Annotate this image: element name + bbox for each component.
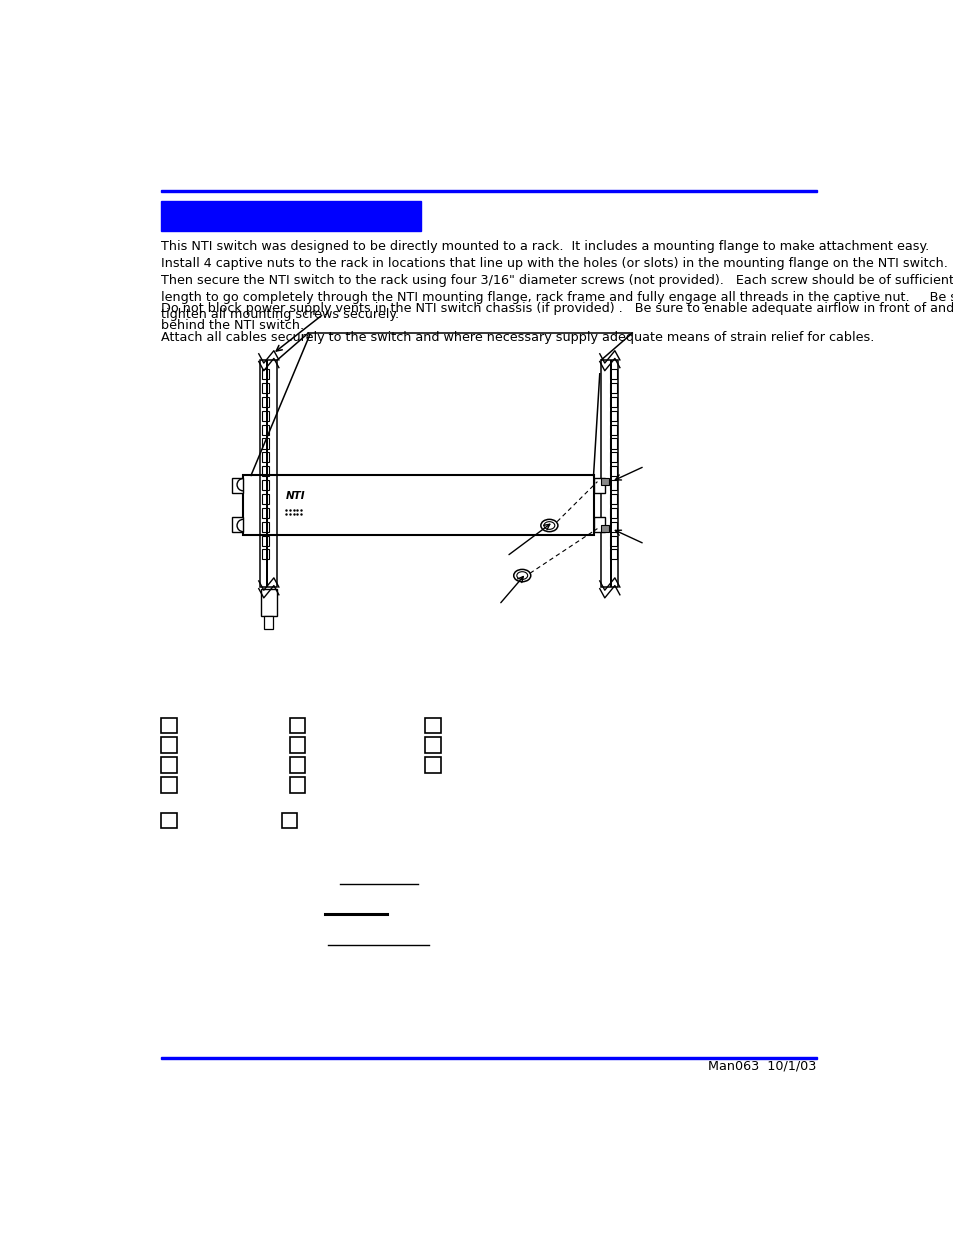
Bar <box>232 478 243 493</box>
Bar <box>261 369 269 379</box>
Text: Do not block power supply vents in the NTI switch chassis (if provided) .   Be s: Do not block power supply vents in the N… <box>161 303 953 332</box>
Bar <box>261 550 269 559</box>
Bar <box>593 517 604 532</box>
Bar <box>609 508 617 517</box>
Bar <box>609 480 617 490</box>
Bar <box>261 589 276 616</box>
Bar <box>161 1057 816 1060</box>
Bar <box>610 359 612 587</box>
Bar <box>609 369 617 379</box>
Bar <box>161 757 176 773</box>
Bar <box>261 425 269 435</box>
Bar <box>261 536 269 546</box>
Bar <box>161 813 176 829</box>
Bar <box>261 438 269 448</box>
Bar <box>161 718 176 734</box>
Bar <box>261 452 269 462</box>
Bar <box>609 438 617 448</box>
Bar <box>609 494 617 504</box>
Bar <box>425 718 440 734</box>
Bar <box>161 777 176 793</box>
Bar <box>599 525 608 532</box>
Bar <box>282 813 297 829</box>
Bar <box>600 359 618 587</box>
Bar <box>609 452 617 462</box>
Bar <box>266 359 268 587</box>
Bar <box>261 411 269 421</box>
Text: This NTI switch was designed to be directly mounted to a rack.  It includes a mo: This NTI switch was designed to be direc… <box>161 240 953 321</box>
Bar <box>609 411 617 421</box>
Bar <box>593 478 604 493</box>
Bar <box>599 478 608 485</box>
Bar <box>609 396 617 406</box>
Bar <box>261 521 269 531</box>
Bar <box>161 201 420 231</box>
Text: Attach all cables securely to the switch and where necessary supply adequate mea: Attach all cables securely to the switch… <box>161 331 874 343</box>
Bar <box>232 517 243 532</box>
Bar <box>290 737 305 752</box>
Bar <box>260 359 277 587</box>
Bar <box>425 737 440 752</box>
Bar <box>609 550 617 559</box>
Text: NTI: NTI <box>286 492 305 501</box>
Bar <box>261 383 269 393</box>
Bar <box>609 383 617 393</box>
Bar <box>425 757 440 773</box>
Bar <box>609 425 617 435</box>
Bar <box>261 480 269 490</box>
Bar <box>161 737 176 752</box>
Bar <box>261 508 269 517</box>
Bar <box>261 466 269 477</box>
Bar <box>290 718 305 734</box>
Bar <box>161 190 816 193</box>
Bar <box>609 521 617 531</box>
Bar <box>290 757 305 773</box>
Bar <box>261 494 269 504</box>
Bar <box>261 396 269 406</box>
Bar <box>243 475 593 535</box>
Text: Man063  10/1/03: Man063 10/1/03 <box>708 1060 816 1072</box>
Bar <box>609 536 617 546</box>
Bar <box>609 466 617 477</box>
Bar <box>290 777 305 793</box>
Bar <box>264 615 274 630</box>
